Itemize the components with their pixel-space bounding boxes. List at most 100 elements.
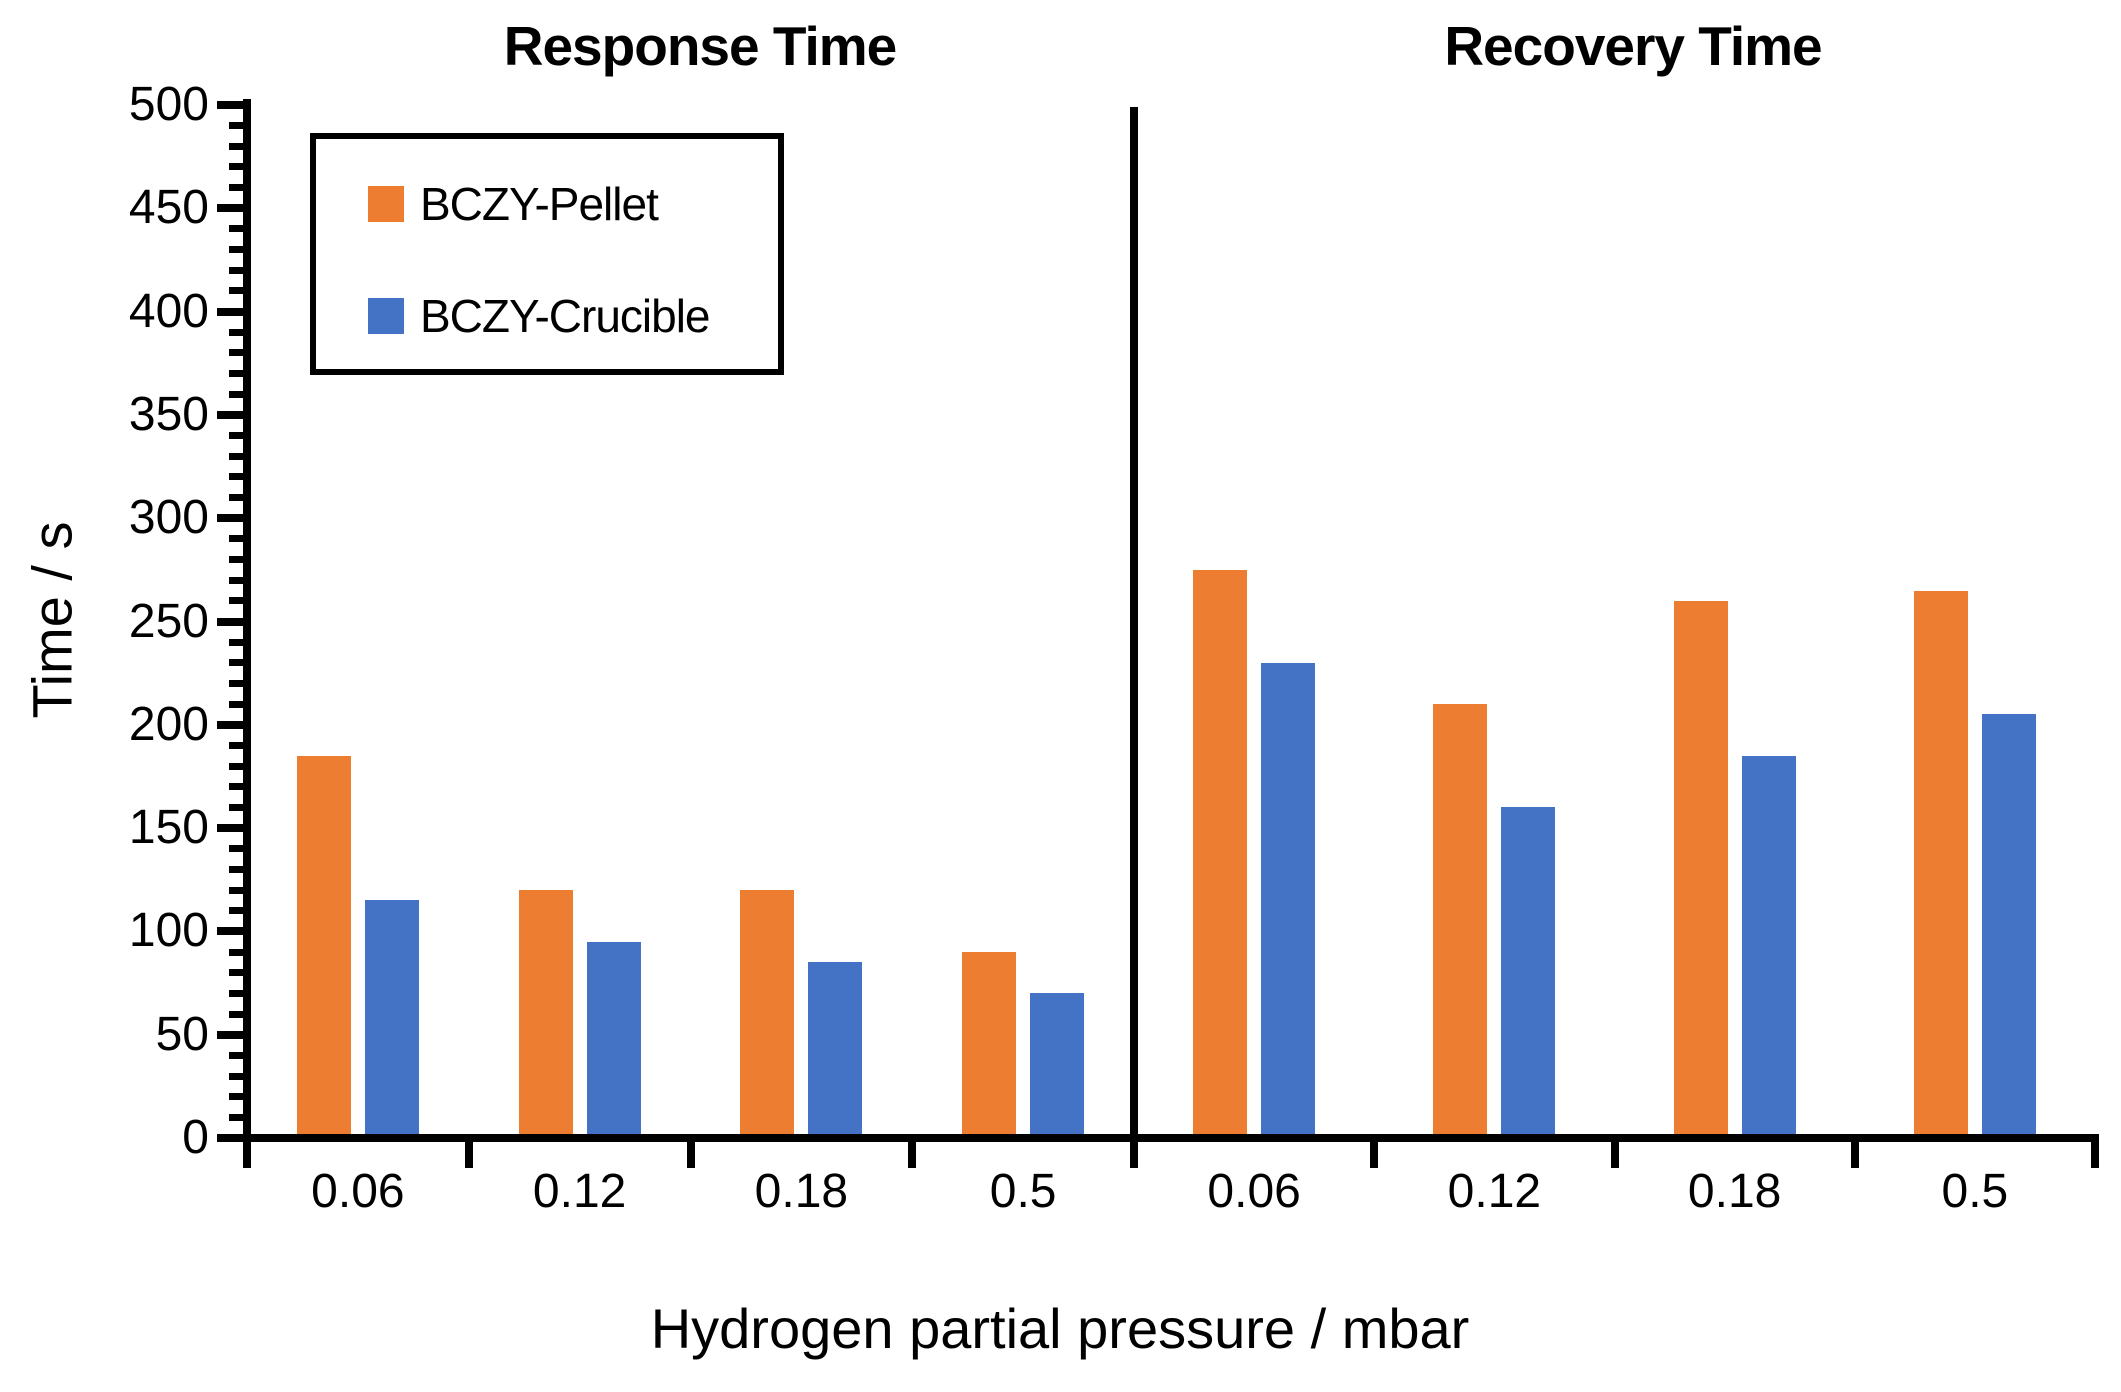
y-major-tick [217,307,243,316]
y-tick-label: 200 [128,697,209,751]
bar-bczy-crucible-0.5 [1981,714,2036,1138]
y-minor-tick [229,287,243,295]
y-minor-tick [229,638,243,646]
y-minor-tick [229,969,243,977]
y-minor-tick [229,556,243,564]
legend-swatch-pellet [368,186,404,222]
bar-bczy-pellet-0.12 [518,890,573,1138]
y-major-tick [217,1134,243,1142]
y-tick-label: 500 [128,78,209,131]
bar-bczy-crucible-0.5 [1030,993,1085,1138]
y-minor-tick [229,535,243,543]
x-tick-label: 0.06 [1207,1165,1301,1218]
y-minor-tick [229,659,243,667]
y-major-tick [217,824,243,833]
y-minor-tick [229,473,243,481]
bar-bczy-crucible-0.06 [364,900,419,1138]
bar-bczy-pellet-0.18 [740,890,795,1138]
y-minor-tick [229,597,243,605]
y-tick-label: 150 [128,801,209,855]
y-tick-label: 100 [128,904,209,958]
x-tick-label: 0.18 [1687,1165,1782,1218]
y-minor-tick [229,886,243,894]
y-minor-tick [229,122,243,130]
y-minor-tick [229,1113,243,1121]
bar-bczy-pellet-0.18 [1673,600,1728,1138]
y-minor-tick [229,1010,243,1018]
y-minor-tick [229,865,243,873]
legend-item-crucible: BCZY-Crucible [368,290,711,342]
x-axis-tick [243,1134,251,1168]
y-minor-tick [229,494,243,502]
y-major-tick [217,101,243,109]
y-minor-tick [229,390,243,398]
y-minor-tick [229,783,243,791]
x-axis-tick [1370,1134,1379,1168]
y-minor-tick [229,370,243,378]
bar-bczy-crucible-0.18 [808,962,863,1138]
y-minor-tick [229,328,243,336]
y-tick-label: 300 [128,491,209,545]
bar-bczy-pellet-0.5 [1913,590,1968,1138]
x-tick-label: 0.5 [1941,1165,2009,1218]
bar-bczy-crucible-0.12 [586,941,641,1138]
y-tick-label: 250 [128,594,209,648]
y-minor-tick [229,432,243,440]
y-major-tick [217,410,243,419]
legend-item-pellet: BCZY-Pellet [368,178,659,230]
x-axis-tick [1130,1134,1138,1168]
y-major-tick [217,927,243,936]
y-major-tick [217,720,243,729]
y-minor-tick [229,679,243,687]
legend-label-crucible: BCZY-Crucible [420,290,711,342]
x-axis-tick [464,1134,473,1168]
x-axis-label: Hydrogen partial pressure / mbar [650,1297,1470,1360]
bar-bczy-pellet-0.5 [962,952,1017,1138]
y-tick-label: 0 [182,1111,209,1164]
panel-title-recovery-time: Recovery Time [1444,15,1822,77]
legend-swatch-crucible [368,298,404,334]
y-major-tick [217,204,243,213]
bar-bczy-pellet-0.12 [1433,704,1488,1138]
y-minor-tick [229,266,243,274]
y-minor-tick [229,907,243,915]
y-minor-tick [229,948,243,956]
y-axis-line [243,99,251,1142]
y-tick-label: 50 [155,1007,209,1061]
y-minor-tick [229,989,243,997]
y-minor-tick [229,576,243,584]
y-minor-tick [229,741,243,749]
y-minor-tick [229,1072,243,1080]
y-tick-label: 450 [128,181,209,235]
x-axis-tick [686,1134,695,1168]
y-minor-tick [229,349,243,357]
y-minor-tick [229,452,243,460]
bar-bczy-pellet-0.06 [296,755,351,1138]
bar-bczy-pellet-0.06 [1193,569,1248,1138]
x-axis-tick [1850,1134,1859,1168]
y-minor-tick [229,803,243,811]
x-tick-label: 0.12 [1447,1165,1542,1218]
bar-bczy-crucible-0.18 [1741,755,1796,1138]
y-minor-tick [229,246,243,254]
panel-divider-line [1130,107,1138,1138]
x-tick-label: 0.06 [311,1165,405,1218]
legend-label-pellet: BCZY-Pellet [420,178,659,230]
y-major-tick [217,1030,243,1039]
y-minor-tick [229,700,243,708]
x-axis-line [243,1134,2099,1142]
bar-bczy-crucible-0.06 [1261,662,1316,1138]
x-axis-tick [1610,1134,1619,1168]
y-minor-tick [229,142,243,150]
y-minor-tick [229,762,243,770]
y-minor-tick [229,1051,243,1059]
x-tick-label: 0.18 [754,1165,849,1218]
x-axis-tick [908,1134,917,1168]
y-tick-label: 400 [128,284,209,338]
x-tick-label: 0.5 [989,1165,1057,1218]
x-tick-label: 0.12 [532,1165,627,1218]
y-major-tick [217,514,243,523]
y-tick-label: 350 [128,387,209,441]
y-major-tick [217,617,243,626]
